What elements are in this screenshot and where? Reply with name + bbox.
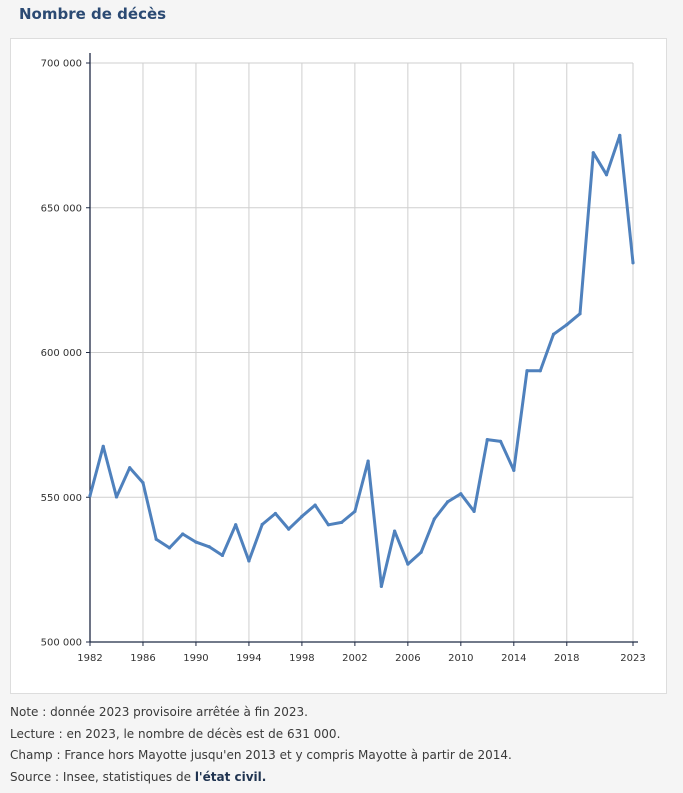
x-tick-label: 1994 [236,653,261,664]
data-point [181,532,185,536]
data-point [88,494,92,498]
data-point [485,438,489,442]
data-point [445,500,450,504]
data-point [247,559,251,563]
data-point [565,323,569,327]
data-point [618,133,622,137]
lecture-text: Lecture : en 2023, le nombre de décès es… [10,726,341,741]
data-point [340,520,344,525]
data-point [194,540,198,544]
data-point [631,261,635,265]
source-link[interactable]: l'état civil. [194,769,267,784]
data-point [326,523,330,527]
note-text: Note : donnée 2023 provisoire arrêtée à … [10,705,308,719]
data-point [432,517,436,521]
data-point [220,553,225,558]
source-text: Source : Insee, statistiques de l'état c… [10,767,512,789]
x-tick-label: 2023 [620,653,645,664]
data-point [578,312,582,316]
data-point [353,509,357,514]
data-point [512,468,516,472]
data-point [234,523,238,527]
data-point [207,545,211,549]
x-tick-label: 1982 [77,653,102,664]
x-tick-label: 2018 [554,653,579,664]
x-tick-label: 2010 [448,653,473,664]
chart-container: 1982 1986 1990 1994 1998 2002 2006 2010 2014 2018… [10,38,667,694]
data-point [366,459,370,463]
x-tick-label: 1986 [130,653,155,664]
data-point [128,466,132,470]
chart-notes: Note : donnée 2023 provisoire arrêtée à … [10,702,512,788]
data-point [114,495,119,499]
line-chart: 1982 1986 1990 1994 1998 2002 2006 2010 2014 2018… [41,53,646,664]
data-point [273,511,278,516]
data-point [287,527,291,531]
chart-title: Nombre de décès [19,5,167,23]
data-point [591,151,595,155]
data-point [472,509,476,514]
data-point [406,562,410,566]
data-point [101,444,105,448]
data-point [154,537,158,541]
data-point [141,481,145,485]
data-point [379,584,383,589]
data-point [538,369,542,373]
data-point [393,529,397,533]
data-point [300,514,304,518]
x-tick-label: 2006 [395,653,420,664]
data-point [260,522,264,527]
x-tick-label: 2002 [342,653,367,664]
x-tick-label: 2014 [501,653,526,664]
data-point [525,369,529,373]
source-prefix: Source : Insee, statistiques de [10,769,195,784]
y-tick-label: 650 000 [41,203,82,214]
data-point [498,439,503,443]
y-tick-label: 700 000 [41,59,82,70]
series-line [88,133,635,588]
data-point [459,492,463,496]
data-point [604,173,609,177]
champ-text: Champ : France hors Mayotte jusqu'en 201… [10,748,512,762]
y-tick-label: 600 000 [41,348,82,359]
y-tick-label: 500 000 [41,638,82,649]
data-point [167,546,172,550]
x-tick-label: 1990 [183,653,208,664]
data-point [313,503,317,507]
y-tick-label: 550 000 [41,493,82,504]
x-tick-label: 1998 [289,653,314,664]
data-point [419,550,423,554]
data-point [551,332,556,336]
